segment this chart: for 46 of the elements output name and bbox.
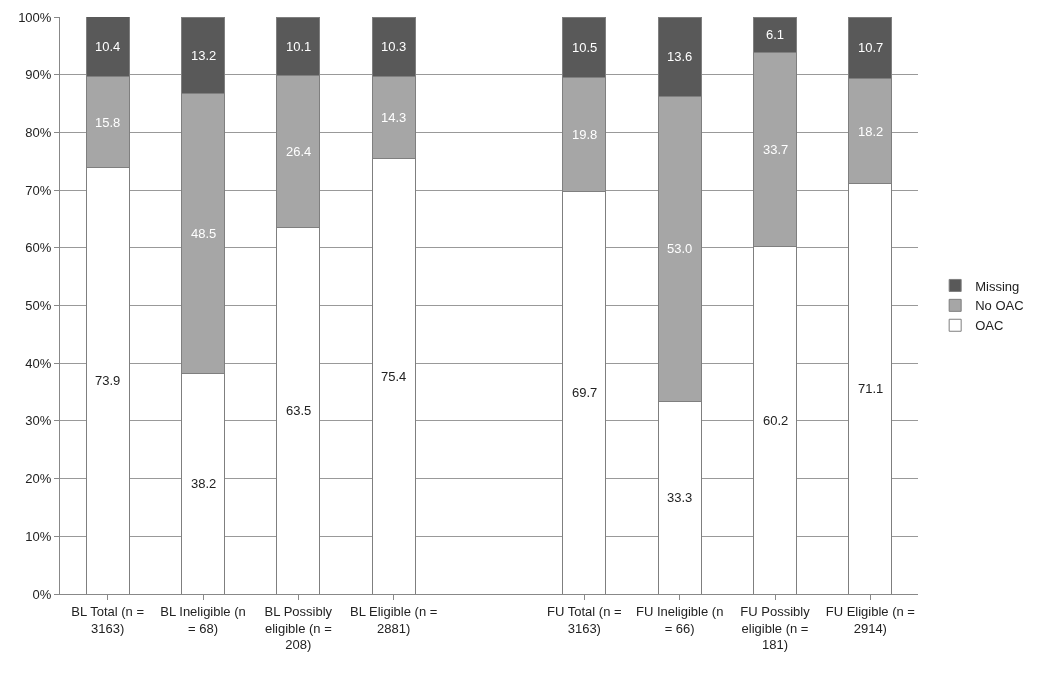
x-tick-label: FU Eligible (n = 2914): [825, 603, 915, 636]
data-label: 63.5: [286, 403, 312, 418]
legend-label: No OAC: [975, 298, 1024, 314]
y-tick-label: 90%: [25, 67, 52, 83]
legend-label: Missing: [975, 278, 1020, 294]
data-label: 75.4: [381, 369, 407, 384]
data-label: 26.4: [286, 144, 312, 159]
data-label: 10.1: [286, 39, 312, 54]
data-label: 6.1: [766, 27, 785, 42]
data-label: 10.4: [95, 39, 121, 54]
data-label: 18.2: [858, 124, 884, 139]
y-tick-label: 80%: [25, 124, 52, 140]
data-label: 73.9: [95, 373, 121, 388]
data-label: 48.5: [191, 226, 217, 241]
y-tick-label: 20%: [25, 471, 52, 487]
data-label: 19.8: [572, 127, 598, 142]
x-tick-label: FU Total (n = 3163): [547, 603, 622, 636]
data-label: 38.2: [191, 476, 217, 491]
y-tick-label: 10%: [25, 528, 52, 544]
x-tick-label: BL Possibly eligible (n = 208): [264, 603, 333, 653]
data-label: 13.2: [191, 48, 217, 63]
data-label: 53.0: [667, 241, 693, 256]
data-label: 33.7: [763, 142, 789, 157]
data-label: 10.3: [381, 39, 407, 54]
y-tick-label: 30%: [25, 413, 52, 429]
data-label: 14.3: [381, 110, 407, 125]
y-tick-label: 40%: [25, 355, 52, 371]
y-tick-label: 50%: [25, 298, 52, 314]
data-label: 71.1: [858, 381, 884, 396]
x-tick-label: FU Ineligible (n = 66): [635, 603, 724, 636]
y-tick-label: 100%: [18, 9, 52, 25]
data-label: 10.5: [572, 40, 598, 55]
y-tick-label: 60%: [25, 240, 52, 256]
data-label: 13.6: [667, 49, 693, 64]
x-tick-label: BL Total (n = 3163): [71, 603, 144, 636]
x-tick-label: BL Ineligible (n = 68): [160, 603, 246, 636]
data-label: 15.8: [95, 115, 121, 130]
x-tick-label: FU Possibly eligible (n = 181): [740, 603, 811, 653]
data-label: 69.7: [572, 385, 598, 400]
x-tick-label: BL Eligible (n = 2881): [350, 603, 438, 636]
y-tick-label: 70%: [25, 182, 52, 198]
data-label: 10.7: [858, 40, 884, 55]
legend-label: OAC: [975, 318, 1004, 334]
data-label: 33.3: [667, 490, 693, 505]
data-label: 60.2: [763, 413, 789, 428]
y-tick-label: 0%: [32, 586, 52, 602]
